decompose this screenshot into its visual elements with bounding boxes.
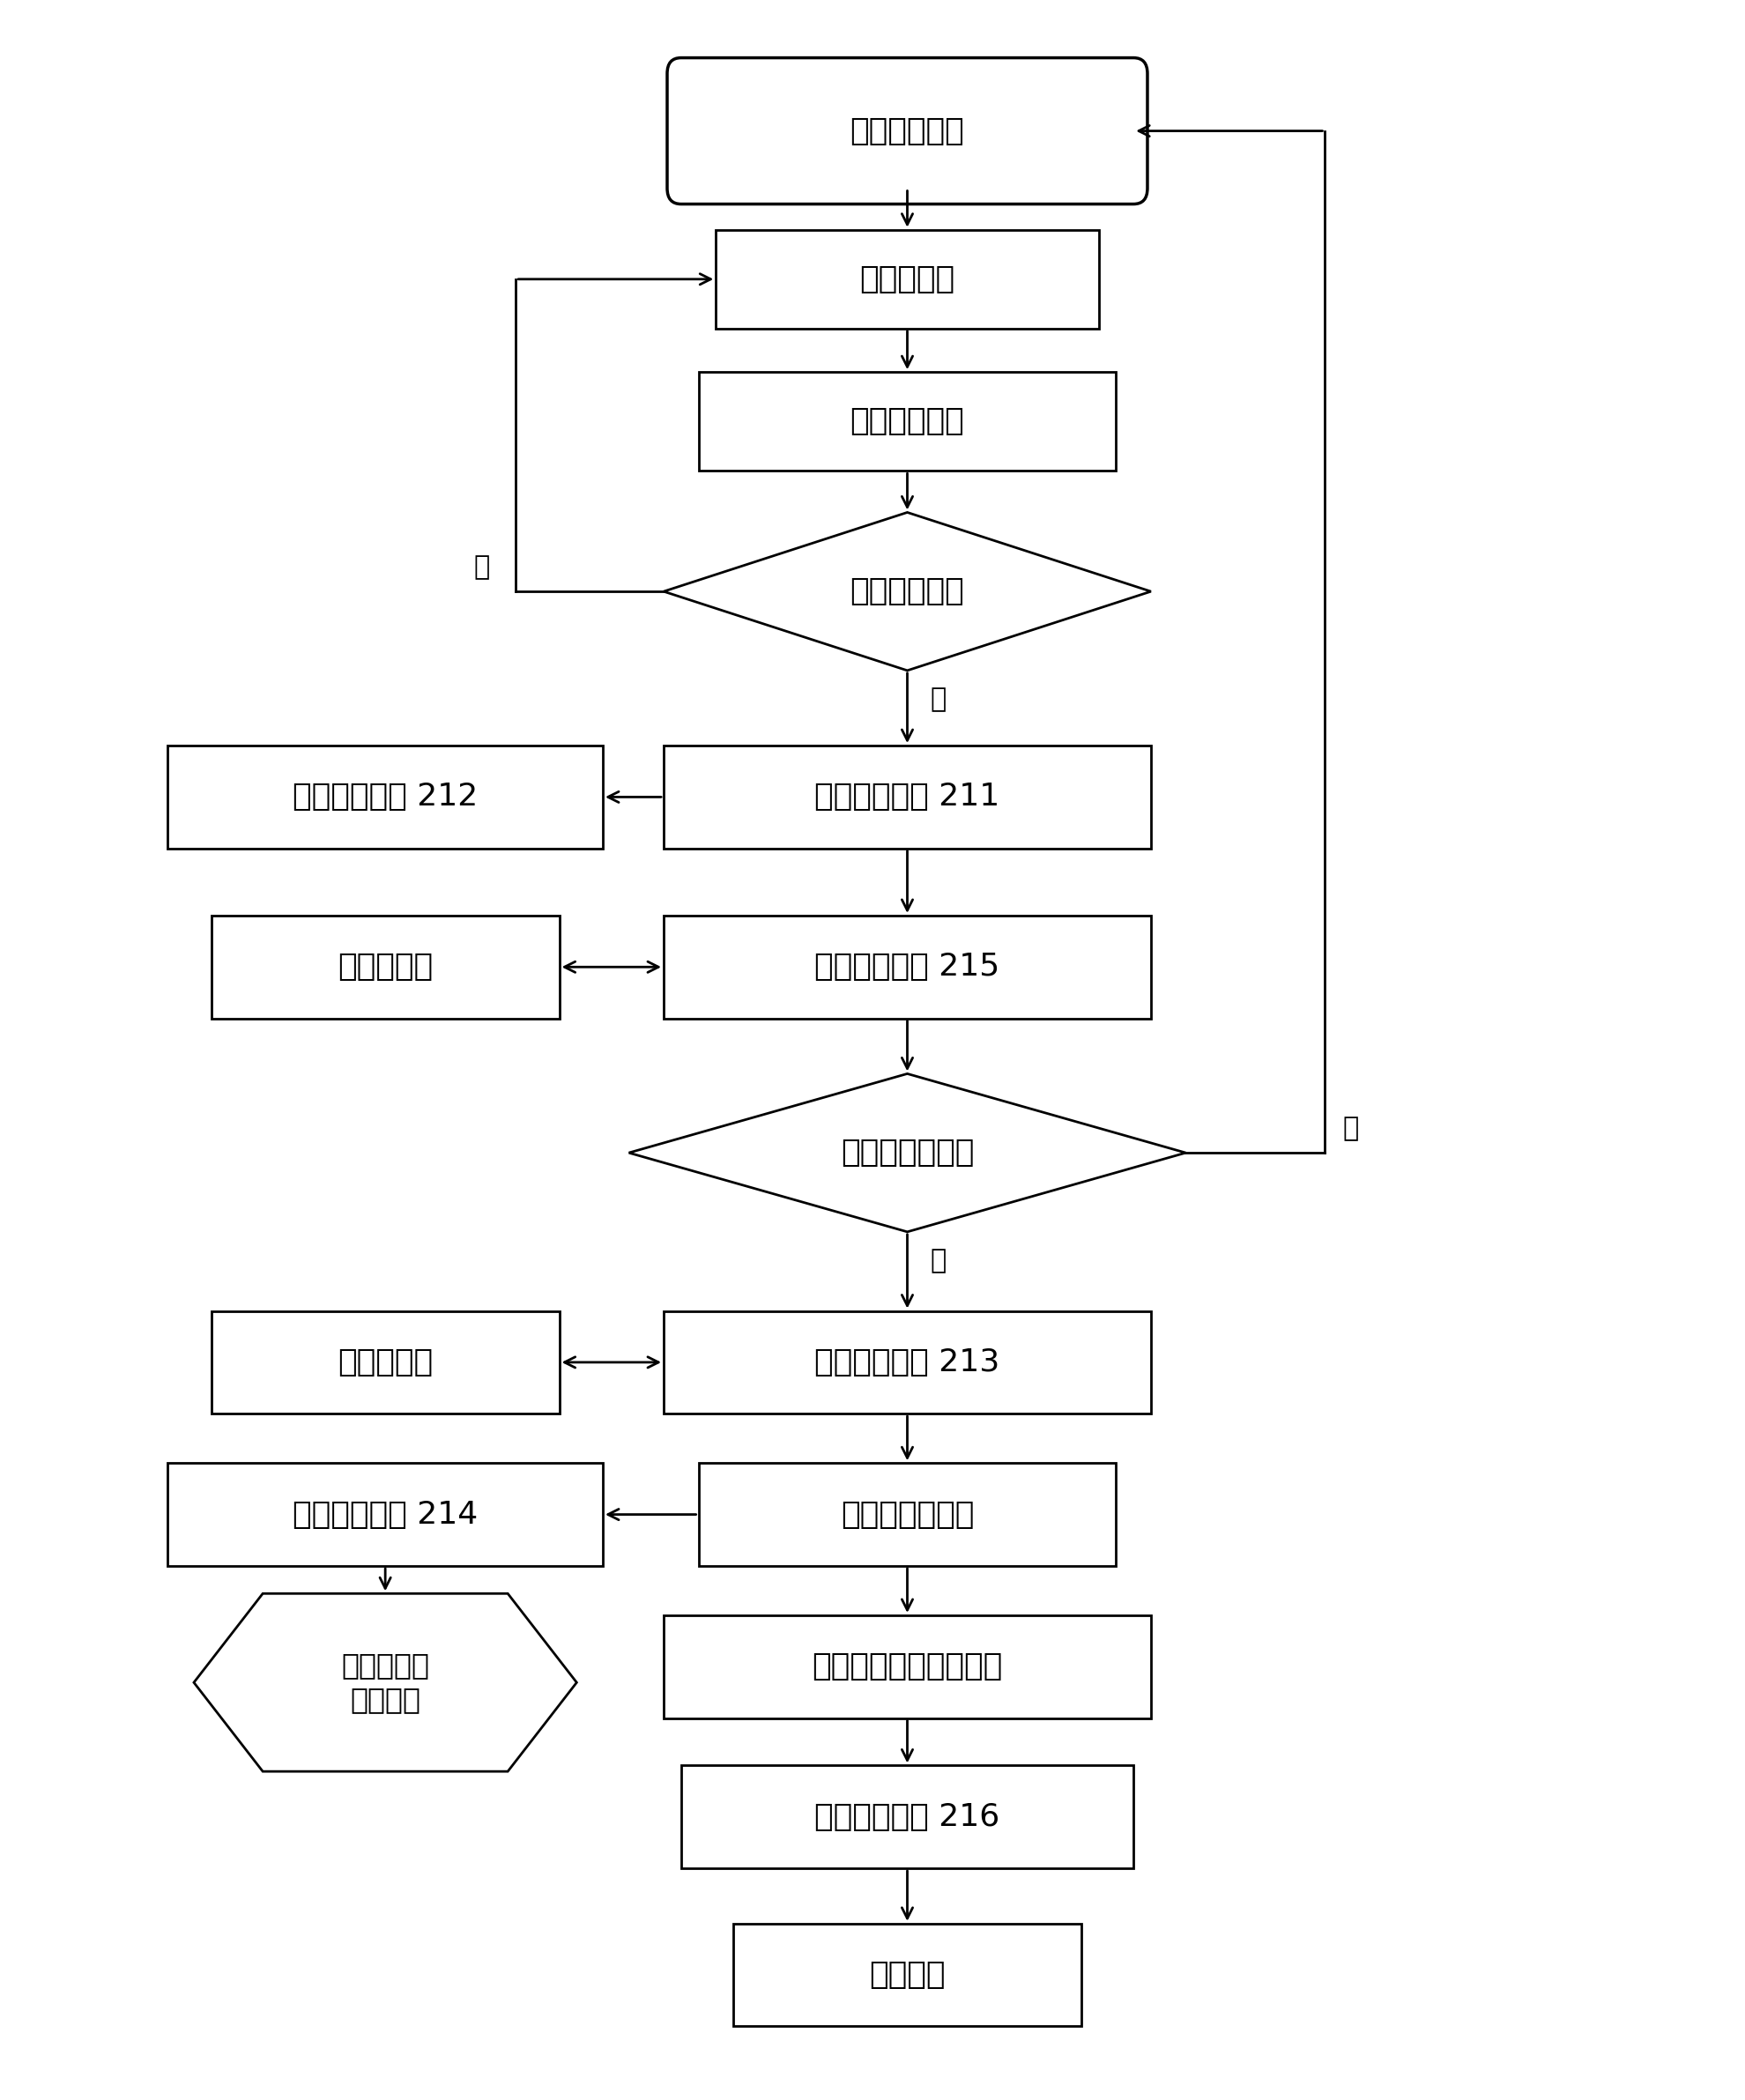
Bar: [211, 916, 560, 1019]
Text: 启动报警: 启动报警: [869, 1959, 946, 1991]
Text: 结果显示在
对应地图: 结果显示在 对应地图: [342, 1651, 429, 1714]
Text: 连续波模式: 连续波模式: [860, 265, 955, 294]
Bar: [663, 916, 1152, 1019]
Text: 获取扰动点位置: 获取扰动点位置: [841, 1499, 974, 1529]
Text: 是: 是: [930, 1247, 946, 1273]
Text: 连续波模式: 连续波模式: [337, 951, 433, 983]
Bar: [211, 1310, 560, 1413]
Text: 异常显示模块 214: 异常显示模块 214: [293, 1499, 478, 1529]
Text: 快速阈値判别: 快速阈値判别: [850, 407, 965, 437]
Text: 异常定位模块 213: 异常定位模块 213: [815, 1348, 1000, 1378]
Bar: [698, 372, 1117, 470]
Polygon shape: [628, 1073, 1185, 1233]
Text: 是否为有害扰动: 是否为有害扰动: [841, 1138, 974, 1168]
Text: 报警定级模块 216: 报警定级模块 216: [815, 1802, 1000, 1831]
FancyBboxPatch shape: [667, 59, 1148, 204]
Bar: [715, 229, 1099, 328]
Bar: [168, 1464, 602, 1567]
Text: 否: 否: [1342, 1115, 1358, 1140]
Bar: [663, 1310, 1152, 1413]
Text: 是: 是: [930, 687, 946, 712]
Bar: [663, 745, 1152, 848]
Bar: [168, 745, 602, 848]
Polygon shape: [663, 512, 1152, 670]
Text: 模式识别模块 215: 模式识别模块 215: [815, 951, 1000, 983]
Bar: [733, 1924, 1082, 2026]
Bar: [698, 1464, 1117, 1567]
Text: 区别异常扰动信号类别: 区别异常扰动信号类别: [811, 1653, 1003, 1682]
Text: 是否超过阈値: 是否超过阈値: [850, 578, 965, 607]
Text: 事件记录模块 212: 事件记录模块 212: [293, 781, 478, 813]
Bar: [663, 1615, 1152, 1718]
Bar: [681, 1766, 1134, 1869]
Polygon shape: [194, 1594, 576, 1772]
Text: 否: 否: [473, 554, 490, 580]
Text: 异常处理模块 211: 异常处理模块 211: [815, 781, 1000, 813]
Text: 正常工作模式: 正常工作模式: [850, 116, 965, 145]
Text: 脉冲波模式: 脉冲波模式: [337, 1348, 433, 1378]
